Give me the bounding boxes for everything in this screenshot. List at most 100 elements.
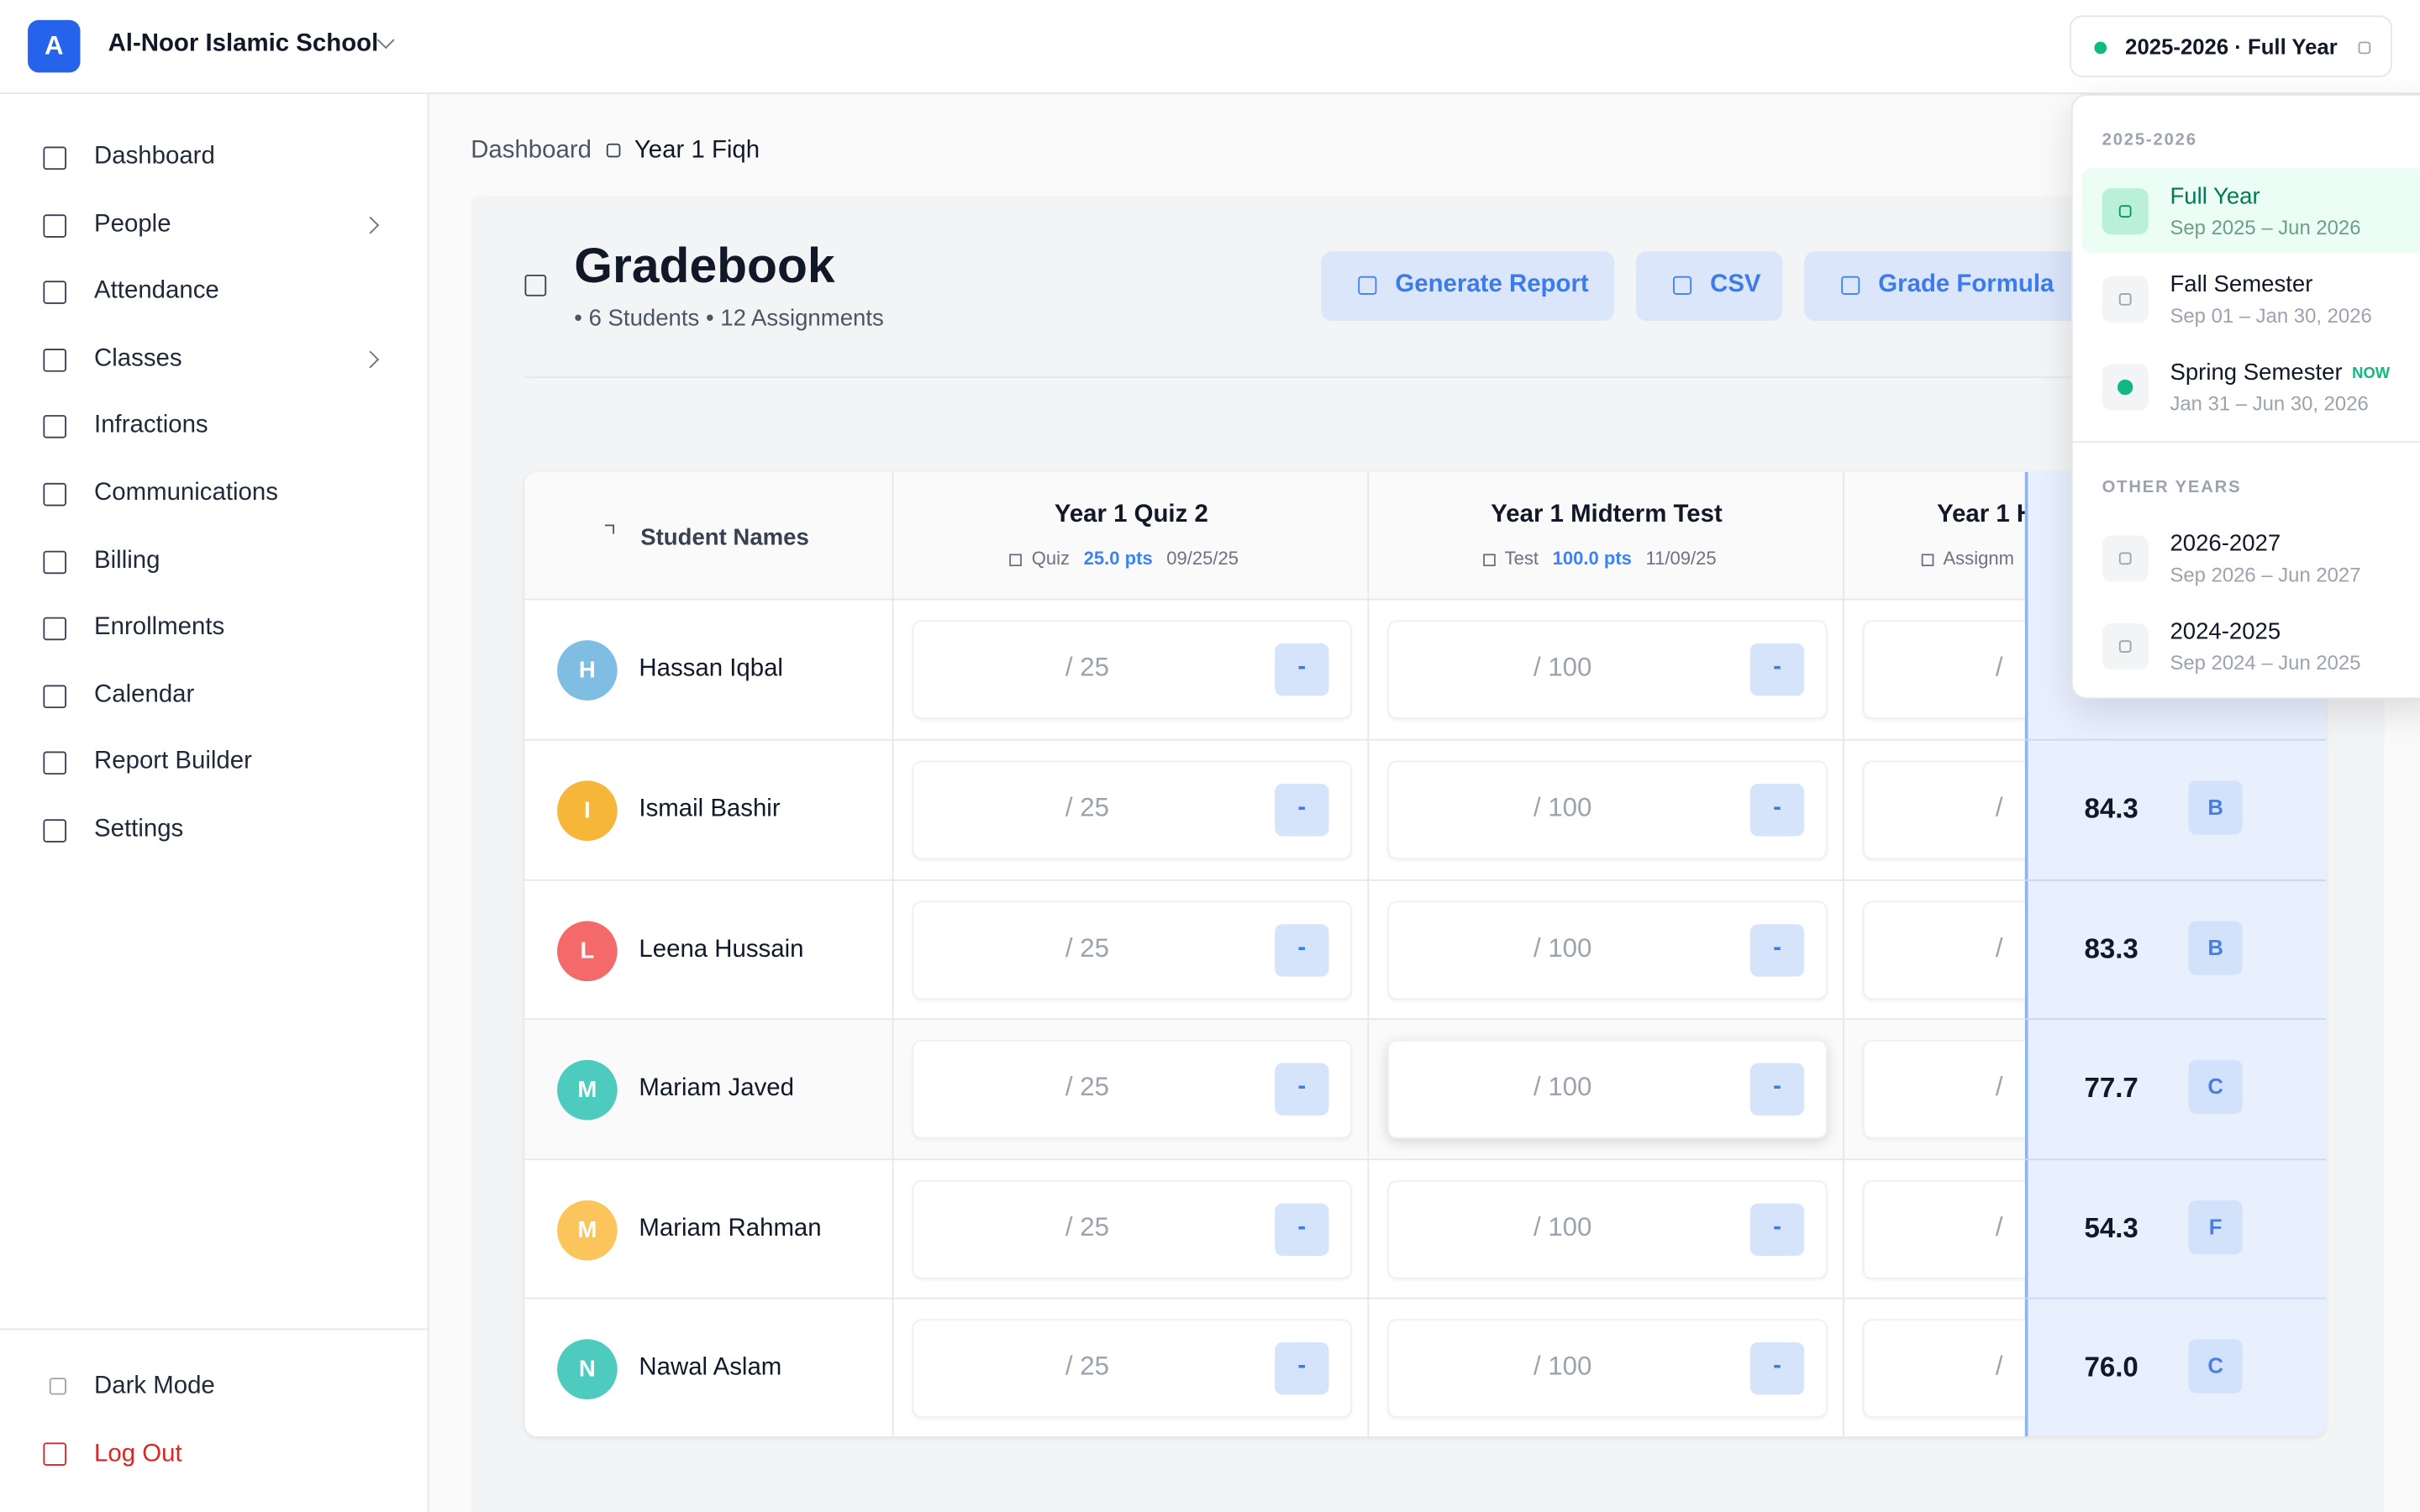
- icon: [1673, 276, 1692, 295]
- student-name: Mariam Rahman: [639, 1215, 822, 1242]
- option-name: Fall Semester: [2170, 271, 2313, 298]
- student-row[interactable]: L Leena Hussain / 25 - / 100 - /: [524, 879, 2025, 1020]
- option-icon: [2102, 188, 2149, 235]
- grade-button[interactable]: -: [1275, 1063, 1329, 1116]
- grade-input[interactable]: / 25 -: [912, 1040, 1352, 1139]
- grade-button[interactable]: -: [1749, 784, 1805, 837]
- grade-cell: / 25 -: [892, 1020, 1368, 1159]
- nav-item[interactable]: Infractions: [22, 400, 408, 455]
- column-kind: Quiz: [1031, 548, 1071, 570]
- nav-item[interactable]: Attendance: [22, 265, 408, 321]
- grade-input[interactable]: /: [1862, 761, 2025, 860]
- nav-item[interactable]: Report Builder: [22, 737, 408, 792]
- grade-button[interactable]: -: [1749, 1202, 1805, 1256]
- student-row[interactable]: N Nawal Aslam / 25 - / 100 - /: [524, 1297, 2025, 1437]
- column-header[interactable]: Year 1 H Assignm: [1843, 472, 2025, 601]
- grade-input[interactable]: /: [1862, 620, 2025, 719]
- icon: [606, 143, 621, 158]
- column-meta: Assignm: [1921, 548, 2025, 570]
- grade-input[interactable]: /: [1862, 1319, 2025, 1418]
- grade-button[interactable]: -: [1275, 1341, 1329, 1395]
- grade-button[interactable]: -: [1275, 784, 1329, 837]
- max-points: /: [1995, 932, 2003, 963]
- gradebook-table: Student Names Year 1 Quiz 2 Quiz 25.0 pts 09…: [524, 472, 2326, 1437]
- nav-item[interactable]: Settings: [22, 804, 408, 859]
- grade-input[interactable]: / 25 -: [912, 1179, 1352, 1278]
- column-kind: Test: [1504, 548, 1539, 570]
- nav-item[interactable]: Enrollments: [22, 602, 408, 658]
- period-option[interactable]: Full Year Sep 2025 – Jun 2026: [2081, 168, 2420, 254]
- grade-button[interactable]: -: [1749, 643, 1805, 696]
- student-name: Mariam Javed: [639, 1075, 794, 1102]
- dark-mode-toggle[interactable]: Dark Mode: [22, 1359, 408, 1415]
- grade-input[interactable]: / 100 -: [1387, 900, 1828, 1000]
- column-date: 09/25/25: [1166, 548, 1239, 570]
- grade-input[interactable]: /: [1862, 1179, 2025, 1278]
- nav-label: Classes: [94, 345, 182, 372]
- grade-input[interactable]: / 100 -: [1387, 620, 1828, 719]
- nav-item[interactable]: Dashboard: [22, 131, 408, 186]
- student-row[interactable]: I Ismail Bashir / 25 - / 100 - /: [524, 739, 2025, 880]
- grade-input[interactable]: / 100 -: [1387, 1040, 1828, 1139]
- option-icon: [2102, 276, 2149, 323]
- option-range: Sep 01 – Jan 30, 2026: [2170, 303, 2372, 328]
- student-row[interactable]: M Mariam Javed / 25 - / 100 - /: [524, 1018, 2025, 1159]
- grade-input[interactable]: / 25 -: [912, 1319, 1352, 1418]
- row-divider: [2024, 879, 2326, 881]
- nav-item[interactable]: Communications: [22, 468, 408, 523]
- nav-item[interactable]: Billing: [22, 535, 408, 591]
- option-range: Sep 2025 – Jun 2026: [2170, 216, 2361, 239]
- grade-cell: / 25 -: [892, 600, 1368, 739]
- option-name: Full Year: [2170, 183, 2260, 210]
- grade-input[interactable]: /: [1862, 900, 2025, 1000]
- grade-button[interactable]: -: [1275, 1202, 1329, 1256]
- breadcrumb-link[interactable]: Dashboard: [471, 137, 592, 164]
- grade-input[interactable]: / 25 -: [912, 620, 1352, 719]
- action-button[interactable]: Grade Formula: [1804, 251, 2113, 322]
- student-names-header[interactable]: Student Names: [640, 524, 809, 551]
- chevron: [376, 31, 395, 50]
- column-title: Year 1 Quiz 2: [1054, 501, 1208, 528]
- grade-input[interactable]: / 100 -: [1387, 1179, 1828, 1278]
- log-out[interactable]: Log Out: [22, 1427, 408, 1483]
- average-value: 83.3: [2084, 932, 2139, 964]
- button-label: Grade Formula: [1878, 271, 2054, 298]
- action-button[interactable]: Generate Report: [1321, 251, 1615, 322]
- student-row[interactable]: M Mariam Rahman / 25 - / 100 - /: [524, 1158, 2025, 1299]
- grade-cell: / 100 -: [1367, 880, 1843, 1020]
- nav-item[interactable]: Calendar: [22, 669, 408, 725]
- grade-input[interactable]: / 100 -: [1387, 1319, 1828, 1418]
- grade-input[interactable]: / 25 -: [912, 900, 1352, 1000]
- column-meta: Quiz 25.0 pts 09/25/25: [893, 548, 1367, 570]
- grade-input[interactable]: / 25 -: [912, 761, 1352, 860]
- column-header[interactable]: Year 1 Quiz 2 Quiz 25.0 pts 09/25/25: [892, 472, 1368, 601]
- period-option[interactable]: Spring Semester NOW Jan 31 – Jun 30, 2026: [2082, 344, 2420, 429]
- icon: [2118, 640, 2132, 653]
- grade-button[interactable]: -: [1749, 1341, 1805, 1395]
- grade-button[interactable]: -: [1749, 923, 1805, 977]
- grade-button[interactable]: -: [1749, 1063, 1805, 1116]
- student-row[interactable]: H Hassan Iqbal / 25 - / 100 - /: [524, 600, 2025, 739]
- period-selector[interactable]: 2025-2026 · Full Year: [2070, 15, 2392, 77]
- action-button[interactable]: CSV: [1635, 251, 1783, 322]
- grade-button[interactable]: -: [1275, 923, 1329, 977]
- nav-label: Calendar: [94, 681, 195, 708]
- grade-cell: / 25 -: [892, 1299, 1368, 1437]
- letter-grade: B: [2188, 921, 2243, 975]
- option-range: Sep 2024 – Jun 2025: [2170, 651, 2361, 675]
- period-option[interactable]: 2024-2025 Sep 2024 – Jun 2025: [2082, 603, 2420, 688]
- grade-input[interactable]: / 100 -: [1387, 761, 1828, 860]
- column-header[interactable]: Year 1 Midterm Test Test 100.0 pts 11/09/25: [1367, 472, 1843, 601]
- button-label: CSV: [1710, 271, 1761, 298]
- nav-item[interactable]: People: [22, 198, 408, 254]
- divider: [2072, 441, 2420, 444]
- school-name[interactable]: Al-Noor Islamic School: [108, 30, 379, 57]
- period-option[interactable]: 2026-2027 Sep 2026 – Jun 2027: [2082, 515, 2420, 600]
- grade-button[interactable]: -: [1275, 643, 1329, 696]
- row-divider: [2024, 1158, 2326, 1160]
- max-points: / 100: [1533, 932, 1592, 963]
- period-option[interactable]: Fall Semester Sep 01 – Jan 30, 2026: [2082, 256, 2420, 341]
- nav-item[interactable]: Classes: [22, 333, 408, 388]
- grade-input[interactable]: /: [1862, 1040, 2025, 1139]
